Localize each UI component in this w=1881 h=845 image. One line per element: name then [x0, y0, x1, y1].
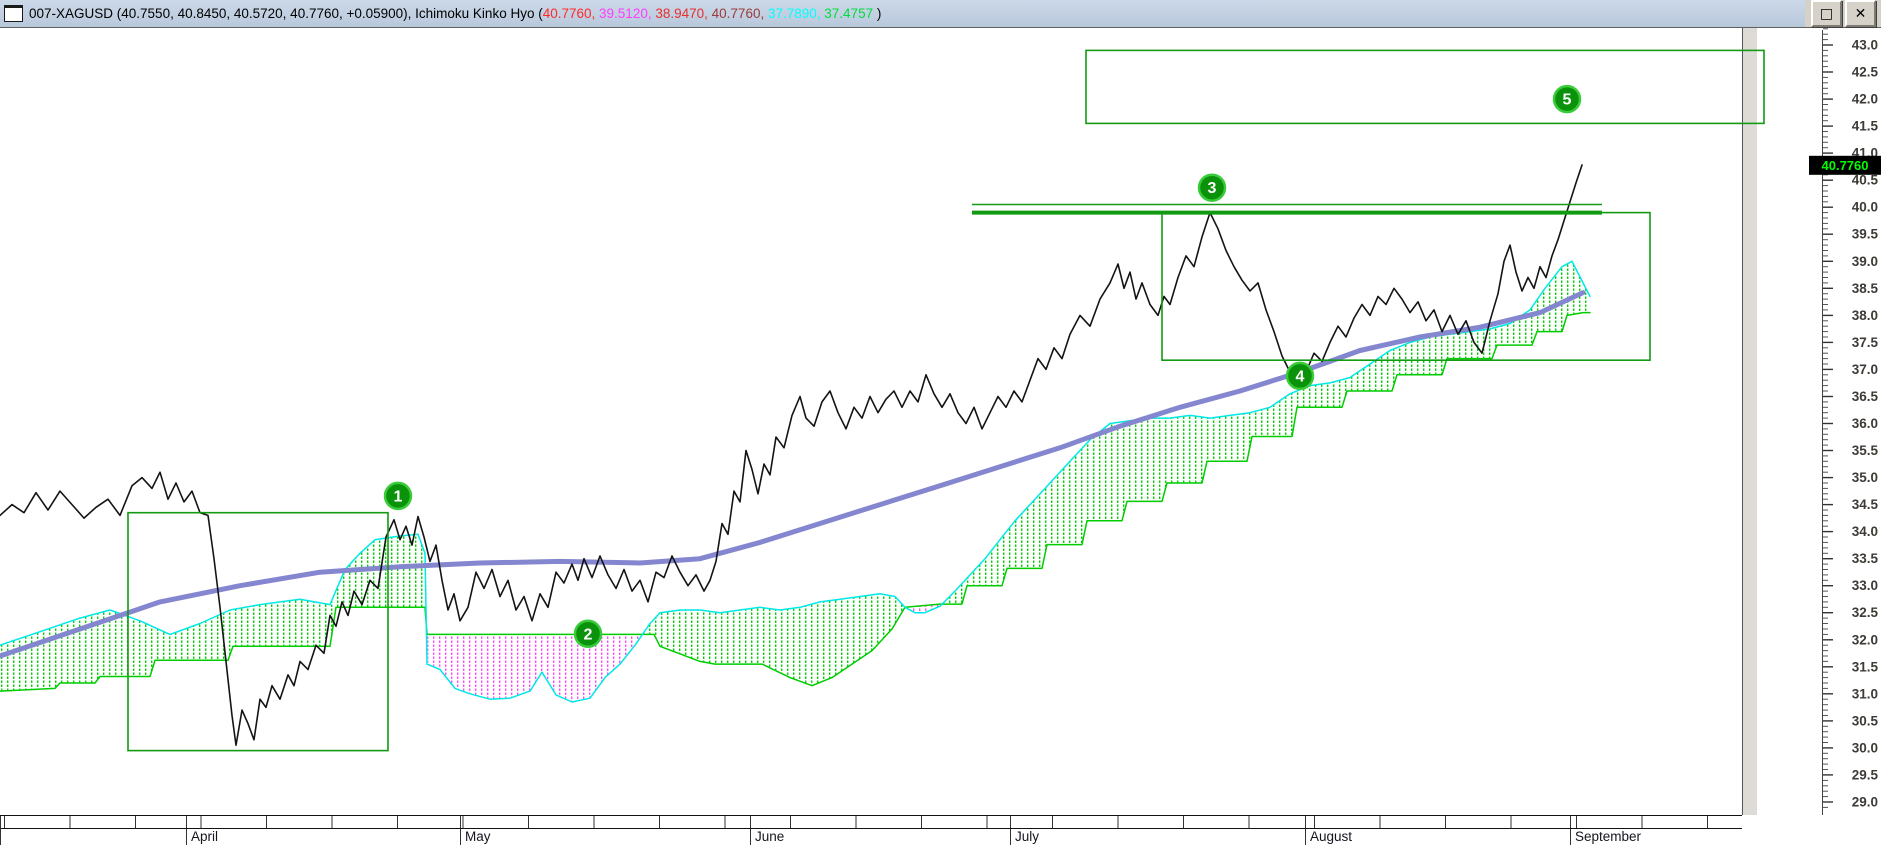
y-axis-label: 36.5	[1852, 389, 1879, 404]
month-label: April	[191, 829, 218, 844]
current-price-value: 40.7760	[1822, 158, 1869, 173]
title-segment: 37.7890,	[767, 6, 825, 21]
close-button[interactable]: ✕	[1845, 0, 1876, 27]
month-label: July	[1015, 829, 1039, 844]
annotation-circle-number-5: 5	[1563, 92, 1572, 109]
y-axis-label: 40.0	[1852, 200, 1878, 215]
month-label: June	[755, 829, 784, 844]
kumo-cloud-bearish	[426, 604, 942, 702]
title-segment: 38.9470,	[655, 6, 712, 21]
y-axis-label: 29.5	[1852, 767, 1879, 782]
annotation-circle-3	[1197, 173, 1227, 202]
close-icon: ✕	[1854, 5, 1867, 22]
y-axis-label: 41.5	[1852, 119, 1879, 134]
y-axis-label: 37.0	[1852, 362, 1878, 377]
y-axis-label: 42.0	[1852, 92, 1878, 107]
annotation-circle-4	[1285, 361, 1315, 391]
senkou_b-line	[0, 311, 1591, 692]
y-axis-label: 32.5	[1852, 605, 1879, 620]
window-controls: □ ✕	[1805, 0, 1881, 27]
y-axis-label: 36.0	[1852, 416, 1878, 431]
annotation-circle-number-1: 1	[394, 488, 403, 505]
y-axis-label: 31.5	[1852, 659, 1879, 674]
y-axis-label: 30.5	[1852, 713, 1879, 728]
senkou_a-line	[0, 260, 1591, 703]
annotation-circle-number-2: 2	[584, 626, 593, 643]
annotation-circle-number-3: 3	[1208, 180, 1217, 197]
y-axis-label: 42.5	[1852, 65, 1879, 80]
y-axis-label: 29.0	[1852, 795, 1878, 810]
axis-gutter	[1743, 28, 1757, 815]
y-axis-label: 40.5	[1852, 173, 1879, 188]
restore-button[interactable]: □	[1811, 0, 1842, 27]
y-axis-label: 43.0	[1852, 38, 1878, 53]
month-label: September	[1575, 829, 1642, 844]
y-axis-label: 38.0	[1852, 308, 1878, 323]
y-axis-label: 39.0	[1852, 254, 1878, 269]
month-label: May	[465, 829, 491, 844]
window-title: 007-XAGUSD (40.7550, 40.8450, 40.5720, 4…	[29, 6, 1805, 21]
title-segment: 40.7760,	[711, 6, 768, 21]
y-axis-label: 34.0	[1852, 524, 1878, 539]
title-segment: 007-XAGUSD (40.7550, 40.8450, 40.5720, 4…	[29, 6, 543, 21]
window-titlebar[interactable]: 007-XAGUSD (40.7550, 40.8450, 40.5720, 4…	[0, 0, 1881, 28]
month-label: August	[1310, 829, 1352, 844]
y-axis-label: 33.5	[1852, 551, 1879, 566]
price-chart[interactable]: April May June July August September 1 2 3 4 5 43.0…	[0, 28, 1881, 845]
y-axis-label: 33.0	[1852, 578, 1878, 593]
y-axis-label: 35.0	[1852, 470, 1878, 485]
current-price-marker	[1809, 155, 1881, 175]
y-axis-label: 32.0	[1852, 632, 1878, 647]
title-segment: )	[873, 6, 882, 21]
y-axis-label: 37.5	[1852, 335, 1879, 350]
y-axis-label: 39.5	[1852, 227, 1879, 242]
y-axis-label: 35.5	[1852, 443, 1879, 458]
title-segment: 39.5120,	[599, 6, 656, 21]
price-line	[0, 164, 1583, 746]
document-window-icon[interactable]	[4, 5, 23, 22]
annotation-box-1	[127, 511, 389, 752]
restore-icon: □	[1819, 5, 1834, 22]
annotation-circle-number-4: 4	[1296, 368, 1305, 385]
annotation-box-5	[1085, 49, 1765, 125]
title-segment: 37.4757	[824, 6, 874, 21]
y-axis-label: 34.5	[1852, 497, 1879, 512]
annotation-circle-5	[1552, 84, 1582, 114]
y-axis-label: 31.0	[1852, 686, 1878, 701]
title-segment: 40.7760,	[542, 6, 600, 21]
y-axis-label: 38.5	[1852, 281, 1879, 296]
kijun-line	[0, 290, 1586, 659]
y-axis-label: 30.0	[1852, 740, 1878, 755]
kumo-cloud-bullish	[0, 261, 1590, 692]
annotation-circle-1	[383, 481, 413, 511]
annotation-circle-2	[573, 619, 603, 649]
